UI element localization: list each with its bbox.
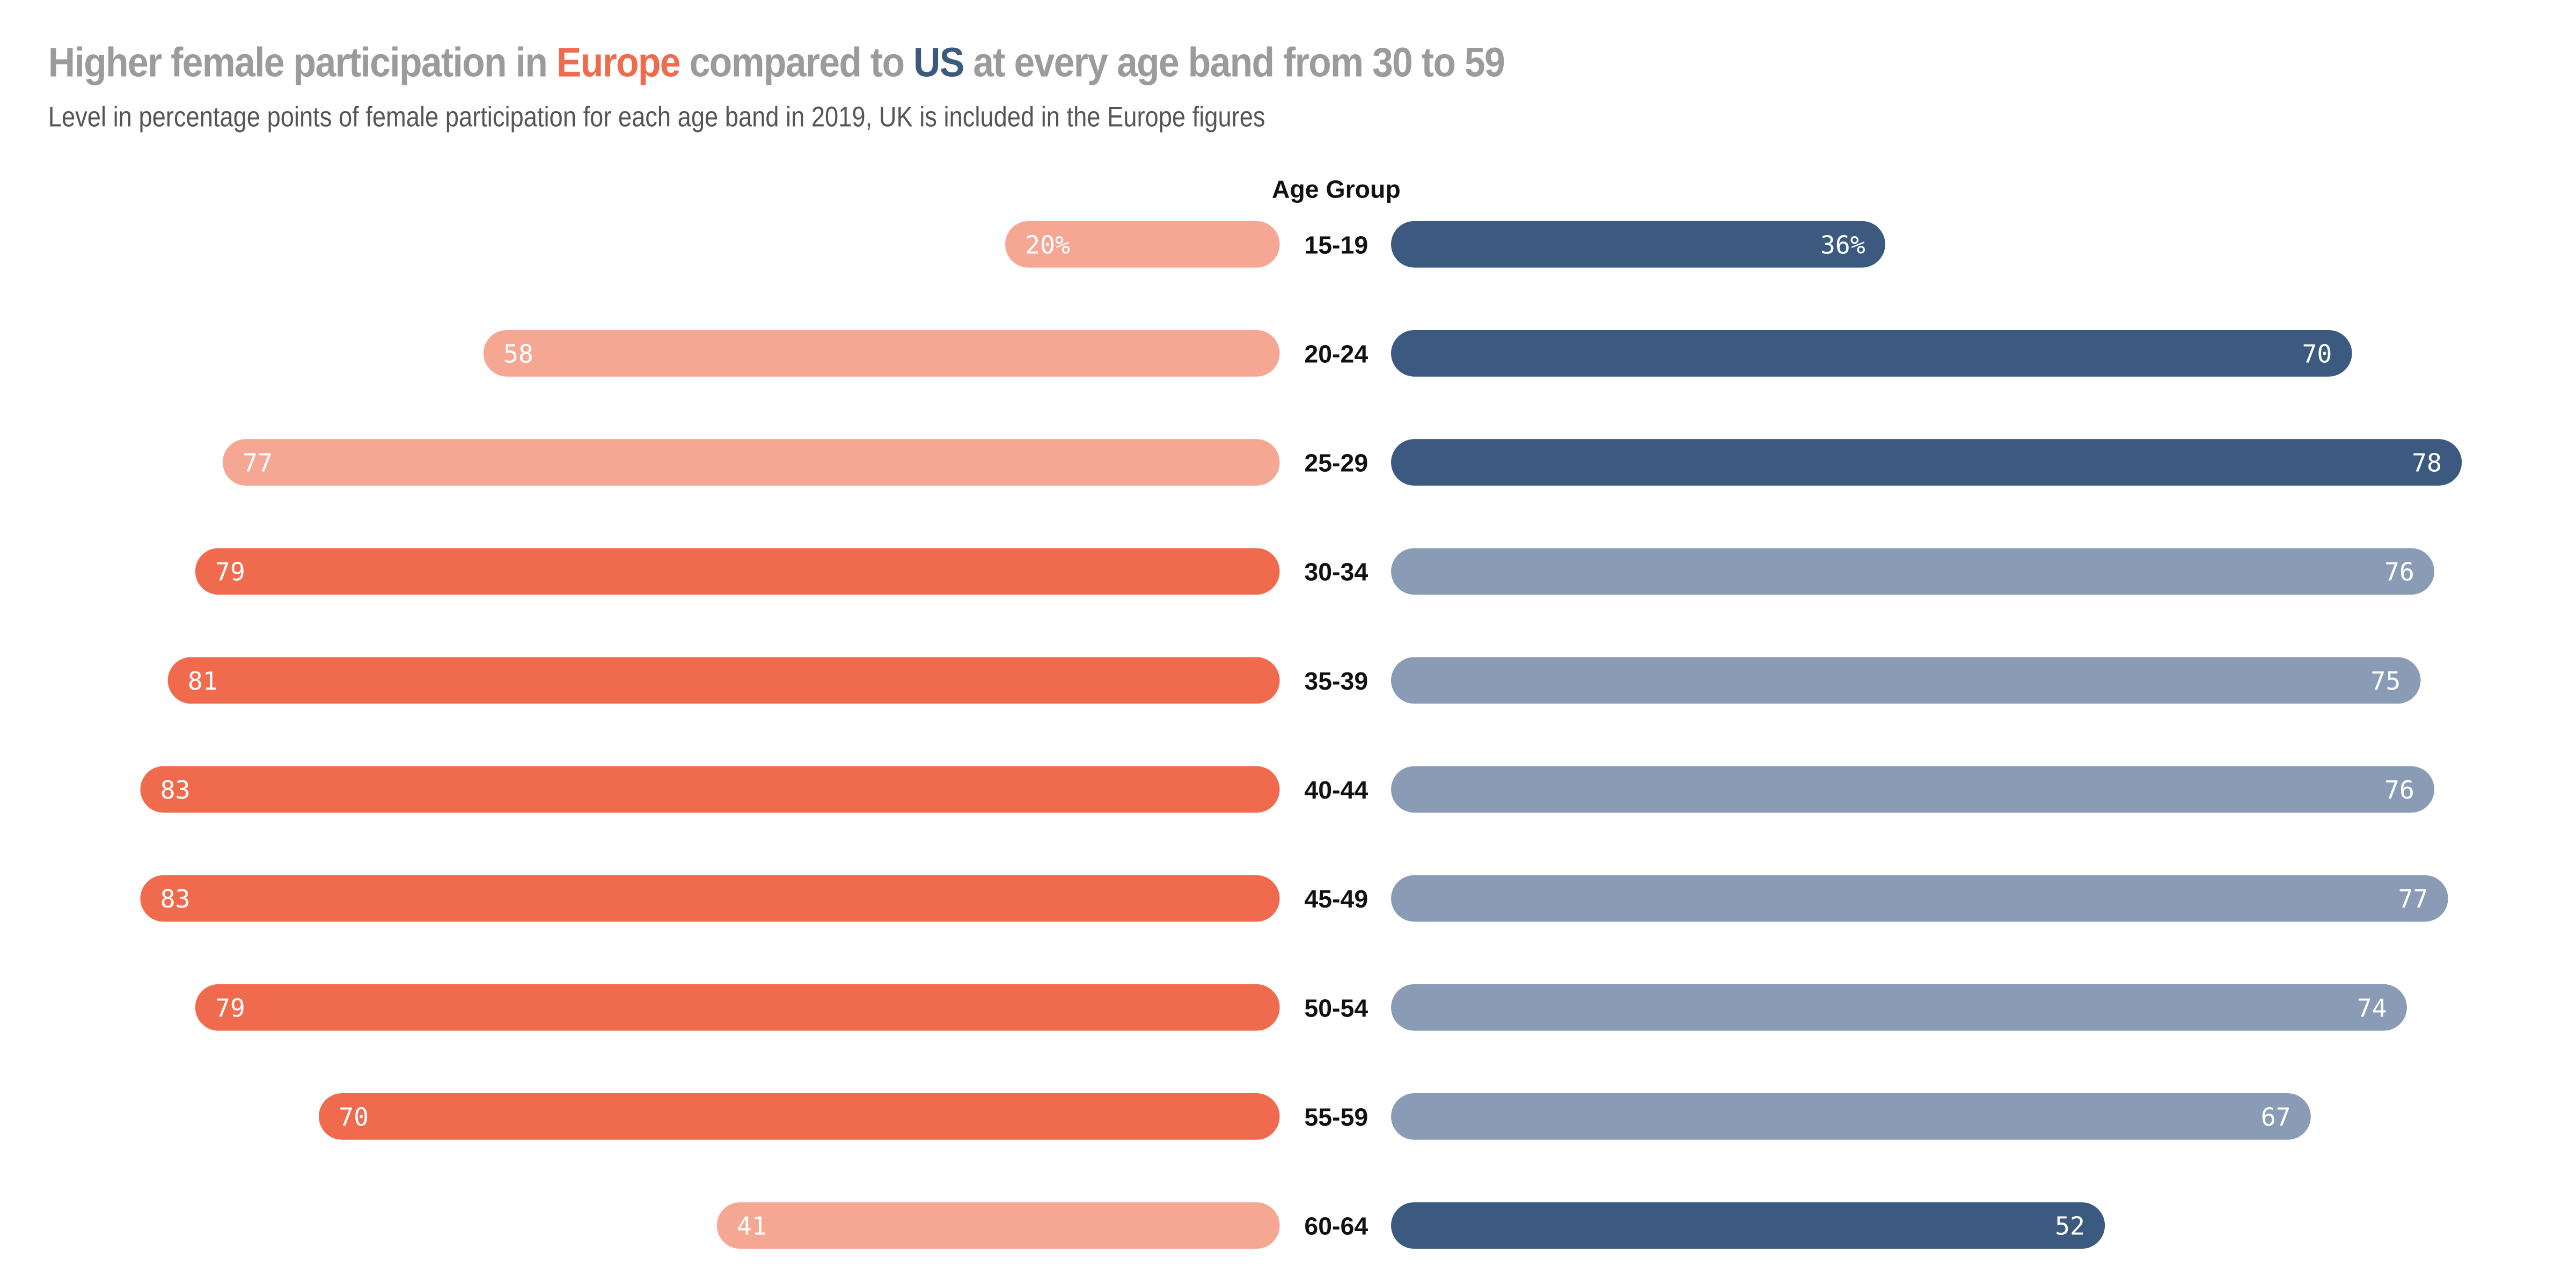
- us-bar-50-54: [1391, 984, 2407, 1031]
- us-value-label-45-49: 77: [2398, 884, 2428, 913]
- us-value-label-25-29: 78: [2412, 449, 2442, 478]
- us-bar-30-34: [1391, 548, 2435, 595]
- us-bar-35-39: [1391, 657, 2421, 704]
- age-group-label-35-39: 35-39: [1304, 667, 1368, 695]
- europe-value-label-60-64: 41: [737, 1212, 767, 1241]
- chart-subtitle: Level in percentage points of female par…: [48, 101, 1265, 133]
- us-bar-40-44: [1391, 766, 2435, 813]
- europe-value-label-35-39: 81: [188, 667, 218, 696]
- europe-bar-40-44: [140, 766, 1280, 813]
- europe-value-label-55-59: 70: [339, 1102, 369, 1131]
- europe-value-label-30-34: 79: [215, 558, 245, 587]
- europe-bar-25-29: [222, 439, 1280, 486]
- age-group-label-15-19: 15-19: [1304, 231, 1368, 259]
- age-group-label-30-34: 30-34: [1304, 558, 1368, 586]
- us-bar-55-59: [1391, 1093, 2311, 1140]
- us-value-label-40-44: 76: [2384, 775, 2414, 804]
- europe-value-label-25-29: 77: [243, 449, 273, 478]
- us-bar-20-24: [1391, 330, 2352, 377]
- us-bar-15-19: [1391, 221, 1885, 268]
- europe-value-label-40-44: 83: [160, 775, 191, 804]
- bars-group: 20% 15-19 36% 58 20-24 70 77 25-29 78 79 30-34 76 81…: [140, 221, 2462, 1249]
- us-value-label-50-54: 74: [2357, 993, 2387, 1022]
- us-bar-60-64: [1391, 1202, 2105, 1249]
- europe-bar-45-49: [140, 875, 1280, 922]
- europe-bar-20-24: [483, 330, 1280, 377]
- us-bar-45-49: [1391, 875, 2448, 922]
- age-group-label-45-49: 45-49: [1304, 885, 1368, 913]
- europe-value-label-15-19: 20%: [1025, 230, 1070, 259]
- age-group-label-40-44: 40-44: [1304, 776, 1368, 804]
- europe-value-label-50-54: 79: [215, 993, 245, 1022]
- age-group-label-25-29: 25-29: [1304, 449, 1368, 477]
- chart-title: Higher female participation in Europe co…: [48, 40, 1505, 88]
- age-group-label-20-24: 20-24: [1304, 340, 1368, 368]
- title-suffix: at every age band from 30 to 59: [963, 40, 1505, 87]
- us-value-label-35-39: 75: [2370, 667, 2401, 696]
- europe-bar-30-34: [195, 548, 1280, 595]
- europe-bar-15-19: [1005, 221, 1280, 268]
- title-europe: Europe: [556, 40, 681, 87]
- age-group-label-55-59: 55-59: [1304, 1103, 1368, 1131]
- age-group-label-50-54: 50-54: [1304, 994, 1368, 1022]
- us-value-label-55-59: 67: [2261, 1102, 2291, 1131]
- europe-bar-55-59: [318, 1093, 1280, 1140]
- us-value-label-20-24: 70: [2302, 339, 2332, 368]
- category-axis-label: Age Group: [1272, 175, 1401, 203]
- europe-bar-50-54: [195, 984, 1280, 1031]
- us-value-label-30-34: 76: [2384, 558, 2414, 587]
- europe-value-label-45-49: 83: [160, 884, 191, 913]
- europe-bar-60-64: [716, 1202, 1280, 1249]
- us-bar-25-29: [1391, 439, 2462, 486]
- us-value-label-15-19: 36%: [1820, 230, 1865, 259]
- europe-bar-35-39: [167, 657, 1280, 704]
- europe-value-label-20-24: 58: [503, 339, 533, 368]
- title-us: US: [913, 40, 964, 87]
- title-middle: compared to: [679, 40, 914, 87]
- age-group-label-60-64: 60-64: [1304, 1212, 1368, 1240]
- title-prefix: Higher female participation in: [48, 40, 557, 87]
- us-value-label-60-64: 52: [2055, 1212, 2085, 1241]
